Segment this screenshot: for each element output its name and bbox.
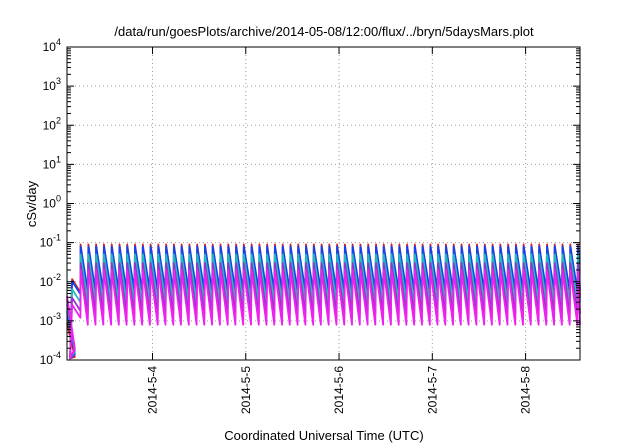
y-axis-label: cSv/day [24, 180, 39, 227]
x-axis-label: Coordinated Universal Time (UTC) [224, 428, 423, 443]
series-line [66, 269, 581, 360]
x-tick-label: 2014-5-7 [425, 366, 439, 414]
ticks [67, 46, 580, 361]
chart-title: /data/run/goesPlots/archive/2014-05-08/1… [114, 24, 534, 39]
x-tick-labels: 2014-5-4 2014-5-5 2014-5-6 2014-5-7 2014-5-8 [146, 366, 533, 414]
y-tick-label: 100 [43, 194, 61, 211]
y-tick-label: 10-1 [40, 233, 61, 250]
x-tick-label: 2014-5-4 [146, 366, 160, 414]
y-tick-label: 101 [43, 154, 61, 171]
y-tick-label: 10-2 [40, 272, 61, 289]
y-tick-label: 10-4 [40, 350, 61, 367]
x-tick-label: 2014-5-8 [519, 366, 533, 414]
x-tick-label: 2014-5-6 [332, 366, 346, 414]
y-tick-label: 10-3 [40, 311, 61, 328]
y-tick-labels: 104 103 102 101 100 10-1 10-2 10-3 10-4 [40, 37, 61, 367]
x-tick-label: 2014-5-5 [239, 366, 253, 414]
y-tick-label: 102 [43, 115, 61, 132]
grid [67, 47, 580, 360]
y-tick-label: 104 [43, 37, 61, 54]
y-tick-label: 103 [43, 76, 61, 93]
series-group [66, 243, 581, 360]
